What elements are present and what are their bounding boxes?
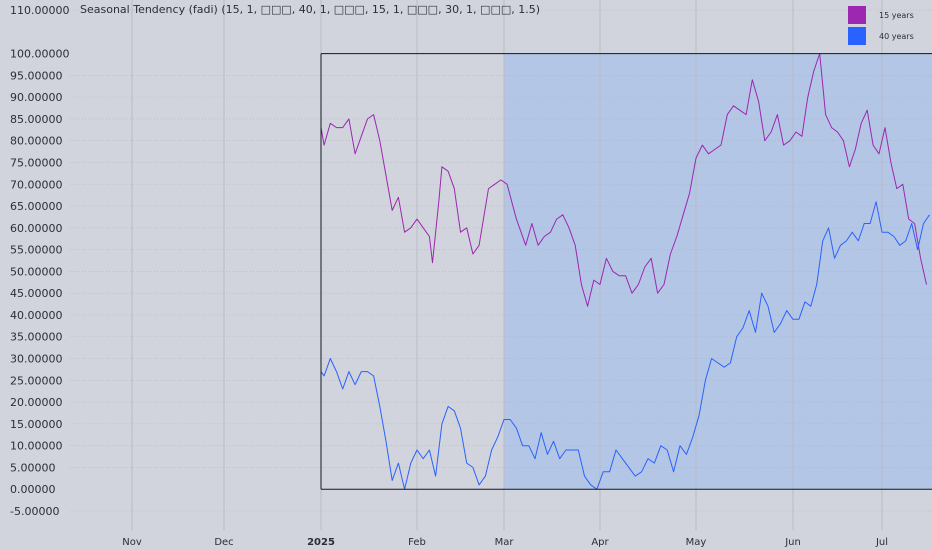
y-tick-label: 30.00000 [10, 353, 63, 366]
legend: 15 years 40 years [848, 6, 914, 45]
series-line-40-years [320, 201, 930, 490]
legend-swatch [848, 27, 866, 45]
y-tick-label: 0.00000 [10, 483, 56, 496]
y-tick-label: 25.00000 [10, 374, 63, 387]
x-tick-label: May [686, 537, 707, 548]
legend-label: 15 years [879, 11, 914, 20]
y-tick-label: 50.00000 [10, 265, 63, 278]
x-tick-label: Jul [875, 537, 888, 548]
y-tick-label: 80.00000 [10, 135, 63, 148]
y-tick-label: 65.00000 [10, 200, 63, 213]
y-tick-label: 95.00000 [10, 69, 63, 82]
chart-title: Seasonal Tendency (fadi) (15, 1, □□□, 40… [80, 3, 540, 16]
legend-label: 40 years [879, 32, 914, 41]
y-tick-label: 90.00000 [10, 91, 63, 104]
x-tick-label: 2025 [307, 537, 335, 548]
legend-swatch [848, 6, 866, 24]
y-tick-label: 10.00000 [10, 440, 63, 453]
y-tick-label: 110.00000 [10, 4, 70, 17]
y-tick-label: 5.00000 [10, 461, 56, 474]
x-tick-label: Apr [591, 537, 609, 548]
y-tick-label: 40.00000 [10, 309, 63, 322]
y-tick-label: 45.00000 [10, 287, 63, 300]
x-tick-label: Feb [408, 537, 426, 548]
axis-layer: 110.00000 100.00000 95.00000 90.00000 85.000… [10, 4, 932, 548]
y-tick-label: 15.00000 [10, 418, 63, 431]
y-tick-label: 60.00000 [10, 222, 63, 235]
y-tick-label: -5.00000 [10, 505, 59, 518]
y-tick-label: 70.00000 [10, 178, 63, 191]
y-tick-label: 35.00000 [10, 331, 63, 344]
x-tick-label: Nov [122, 537, 142, 548]
y-tick-label: 75.00000 [10, 156, 63, 169]
x-tick-label: Mar [495, 537, 515, 548]
y-tick-label: 20.00000 [10, 396, 63, 409]
x-tick-label: Jun [784, 537, 801, 548]
y-tick-label: 85.00000 [10, 113, 63, 126]
y-tick-label: 55.00000 [10, 244, 63, 257]
y-tick-label: 100.00000 [10, 48, 70, 61]
series-layer [320, 53, 930, 490]
x-tick-label: Dec [214, 537, 233, 548]
